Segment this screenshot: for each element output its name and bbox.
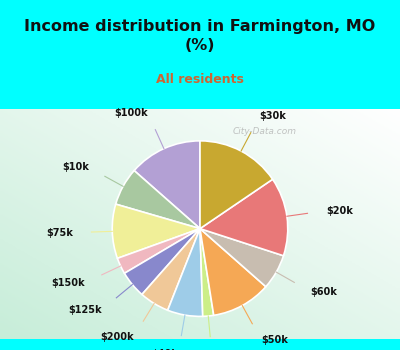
Wedge shape	[200, 141, 273, 229]
Text: $30k: $30k	[260, 111, 286, 121]
Text: City-Data.com: City-Data.com	[233, 127, 297, 136]
Wedge shape	[200, 229, 214, 316]
Text: $40k: $40k	[151, 349, 178, 350]
Wedge shape	[112, 204, 200, 258]
Text: Income distribution in Farmington, MO
(%): Income distribution in Farmington, MO (%…	[24, 19, 376, 52]
Wedge shape	[200, 179, 288, 256]
Text: $75k: $75k	[46, 228, 73, 238]
Text: $60k: $60k	[310, 287, 337, 296]
Wedge shape	[116, 170, 200, 229]
Text: $50k: $50k	[261, 335, 288, 345]
Wedge shape	[118, 229, 200, 273]
Text: $150k: $150k	[52, 278, 85, 288]
Wedge shape	[200, 229, 266, 315]
Text: $20k: $20k	[326, 206, 353, 216]
Wedge shape	[134, 141, 200, 229]
Text: $100k: $100k	[114, 108, 148, 118]
Wedge shape	[200, 229, 284, 287]
Text: $125k: $125k	[68, 304, 102, 315]
Wedge shape	[142, 229, 200, 310]
Wedge shape	[124, 229, 200, 294]
Text: $10k: $10k	[62, 162, 89, 173]
Text: All residents: All residents	[156, 73, 244, 86]
Text: $200k: $200k	[100, 332, 134, 342]
Wedge shape	[168, 229, 203, 316]
